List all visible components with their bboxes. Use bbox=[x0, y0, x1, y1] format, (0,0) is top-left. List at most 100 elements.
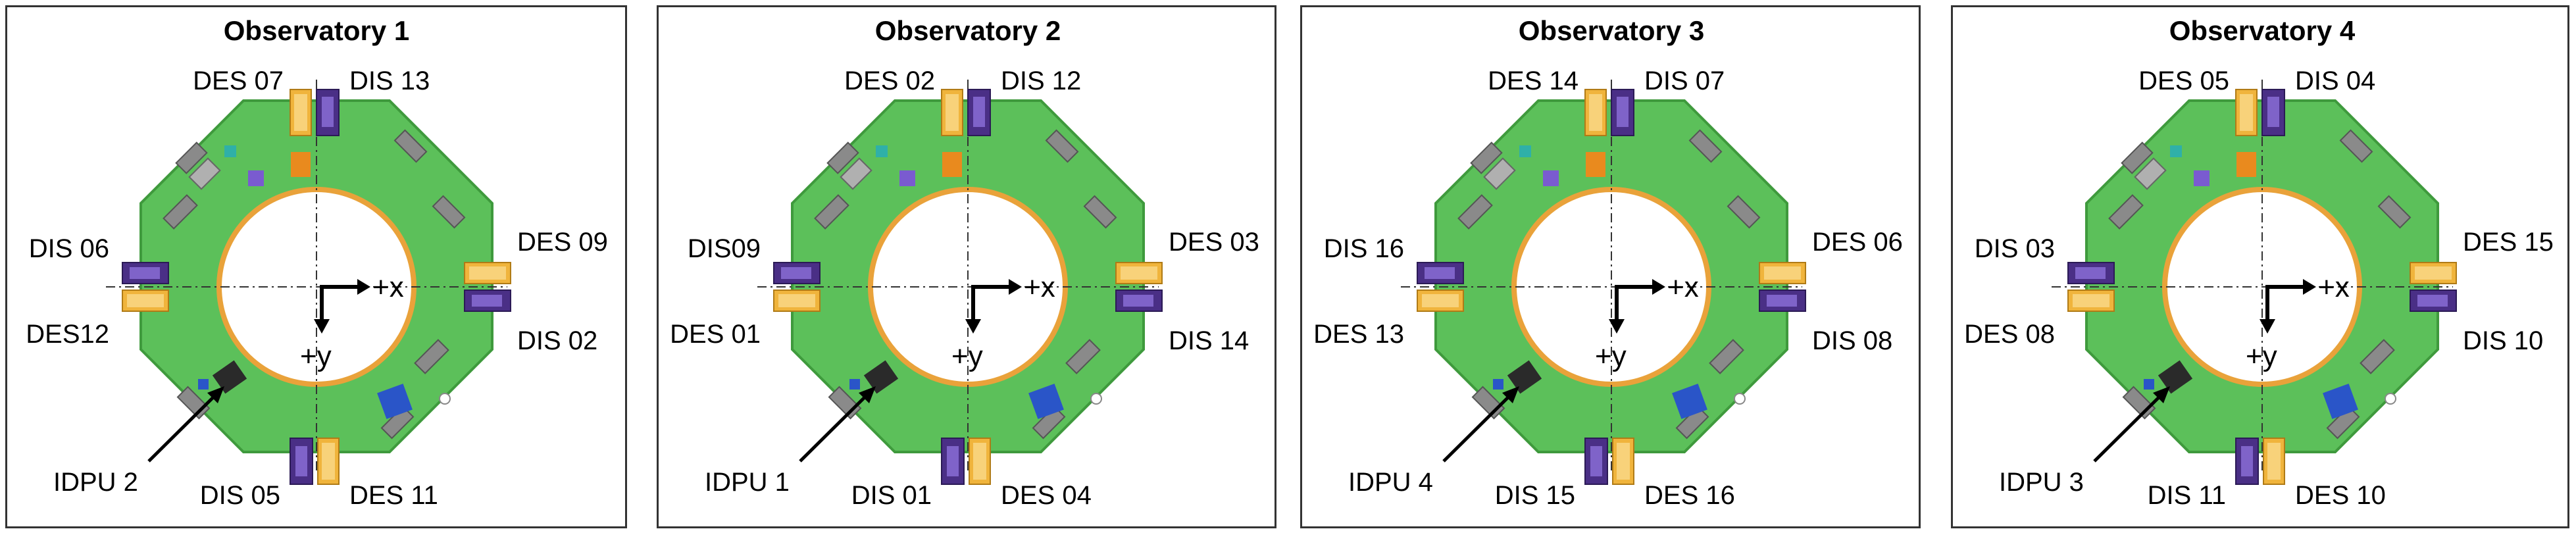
idpu-pointer-arrow bbox=[1442, 393, 1513, 463]
label-left-bottom: DES 08 bbox=[1964, 320, 2055, 349]
label-right-top: DES 15 bbox=[2463, 228, 2554, 257]
panel-title: Observatory 2 bbox=[875, 15, 1061, 46]
left-dis-sensor bbox=[773, 262, 821, 284]
idpu-box-icon bbox=[1507, 360, 1542, 394]
y-axis-label: +y bbox=[300, 340, 332, 372]
teal-chip-icon bbox=[224, 145, 236, 157]
idpu-pointer-arrow bbox=[147, 393, 218, 463]
idpu-pointer-arrow bbox=[2093, 393, 2163, 463]
white-dot-icon bbox=[439, 393, 451, 405]
orange-block-icon bbox=[2236, 152, 2256, 177]
idpu-arrowhead bbox=[207, 386, 224, 403]
right-dis-sensor bbox=[2410, 290, 2457, 312]
idpu-connector-icon bbox=[198, 379, 209, 390]
right-des-sensor bbox=[1115, 262, 1163, 284]
panel-title: Observatory 3 bbox=[1519, 15, 1704, 46]
right-dis-sensor bbox=[464, 290, 511, 312]
label-bottom-right: DES 11 bbox=[349, 481, 438, 510]
label-right-bottom: DIS 02 bbox=[517, 326, 597, 355]
teal-chip-icon bbox=[1519, 145, 1531, 157]
observatory-diagram: Observatory 2 bbox=[670, 15, 1259, 510]
top-des-sensor bbox=[2235, 89, 2258, 136]
coordinate-axes-icon bbox=[2260, 279, 2316, 334]
blue-box-icon bbox=[2323, 384, 2358, 419]
observatory-panel-2: Observatory 2 bbox=[657, 5, 1276, 528]
deck-components bbox=[163, 129, 466, 440]
label-left-top: DIS 16 bbox=[1324, 234, 1404, 263]
label-top-left: DES 05 bbox=[2138, 66, 2229, 95]
gray-box-icon bbox=[840, 157, 872, 190]
label-right-top: DES 09 bbox=[517, 228, 608, 257]
idpu-arrowhead bbox=[1502, 386, 1519, 403]
y-axis-label: +y bbox=[2246, 340, 2277, 372]
left-dis-sensor bbox=[1417, 262, 1464, 284]
purple-chip-icon bbox=[899, 170, 915, 186]
label-left-top: DIS 06 bbox=[29, 234, 109, 263]
label-top-right: DIS 04 bbox=[2295, 66, 2375, 95]
top-dis-sensor bbox=[2261, 89, 2285, 136]
orange-block-icon bbox=[942, 152, 962, 177]
label-left-top: DIS 03 bbox=[1975, 234, 2055, 263]
white-dot-icon bbox=[2385, 393, 2396, 405]
coordinate-axes-icon bbox=[1609, 279, 1665, 334]
right-des-sensor bbox=[1759, 262, 1806, 284]
idpu-box-icon bbox=[212, 360, 247, 394]
bottom-dis-sensor bbox=[2235, 438, 2259, 485]
idpu-box-icon bbox=[863, 360, 899, 394]
purple-chip-icon bbox=[248, 170, 264, 186]
deck-components bbox=[1457, 129, 1761, 440]
bottom-des-sensor bbox=[1612, 438, 1634, 485]
observatory-diagram: Observatory 3 bbox=[1313, 15, 1903, 510]
label-bottom-right: DES 16 bbox=[1644, 481, 1735, 510]
y-axis-label: +y bbox=[951, 340, 983, 372]
purple-chip-icon bbox=[2194, 170, 2210, 186]
gray-box-icon bbox=[1483, 157, 1516, 190]
top-dis-sensor bbox=[316, 89, 340, 136]
y-axis-label: +y bbox=[1595, 340, 1627, 372]
bottom-des-sensor bbox=[969, 438, 991, 485]
observatory-diagram: Observatory 1 bbox=[26, 15, 608, 510]
label-right-top: DES 03 bbox=[1169, 228, 1259, 257]
label-top-right: DIS 07 bbox=[1644, 66, 1725, 95]
left-des-sensor bbox=[122, 290, 169, 312]
label-right-bottom: DIS 08 bbox=[1812, 326, 1892, 355]
right-des-sensor bbox=[464, 262, 511, 284]
bottom-des-sensor bbox=[2263, 438, 2285, 485]
x-axis-label: +x bbox=[1024, 271, 1055, 303]
top-dis-sensor bbox=[967, 89, 991, 136]
idpu-pointer-arrow bbox=[799, 393, 869, 463]
teal-chip-icon bbox=[2170, 145, 2182, 157]
observatory-panel-4: Observatory 4 bbox=[1951, 5, 2569, 528]
blue-box-icon bbox=[1028, 384, 1064, 419]
top-dis-sensor bbox=[1611, 89, 1634, 136]
idpu-box-icon bbox=[2158, 360, 2193, 394]
idpu-label: IDPU 1 bbox=[705, 468, 790, 497]
top-des-sensor bbox=[290, 89, 312, 136]
x-axis-label: +x bbox=[1667, 271, 1699, 303]
idpu-arrowhead bbox=[859, 386, 876, 403]
left-des-sensor bbox=[1417, 290, 1464, 312]
label-bottom-right: DES 04 bbox=[1001, 481, 1092, 510]
label-bottom-left: DIS 05 bbox=[200, 481, 280, 510]
left-dis-sensor bbox=[122, 262, 169, 284]
idpu-label: IDPU 3 bbox=[1999, 468, 2084, 497]
orange-block-icon bbox=[291, 152, 311, 177]
right-dis-sensor bbox=[1115, 290, 1163, 312]
label-bottom-left: DIS 01 bbox=[851, 481, 932, 510]
blue-box-icon bbox=[1672, 384, 1707, 419]
label-top-right: DIS 12 bbox=[1001, 66, 1081, 95]
gray-box-icon bbox=[188, 157, 221, 190]
bottom-dis-sensor bbox=[290, 438, 313, 485]
label-top-left: DES 02 bbox=[844, 66, 935, 95]
label-right-bottom: DIS 14 bbox=[1169, 326, 1249, 355]
label-left-bottom: DES 01 bbox=[670, 320, 761, 349]
orange-block-icon bbox=[1586, 152, 1605, 177]
top-des-sensor bbox=[1584, 89, 1607, 136]
blue-box-icon bbox=[377, 384, 413, 419]
white-dot-icon bbox=[1734, 393, 1746, 405]
bottom-des-sensor bbox=[317, 438, 340, 485]
coordinate-axes-icon bbox=[314, 279, 370, 334]
gray-box-icon bbox=[2134, 157, 2167, 190]
label-bottom-left: DIS 11 bbox=[2148, 481, 2226, 510]
label-top-left: DES 07 bbox=[193, 66, 284, 95]
